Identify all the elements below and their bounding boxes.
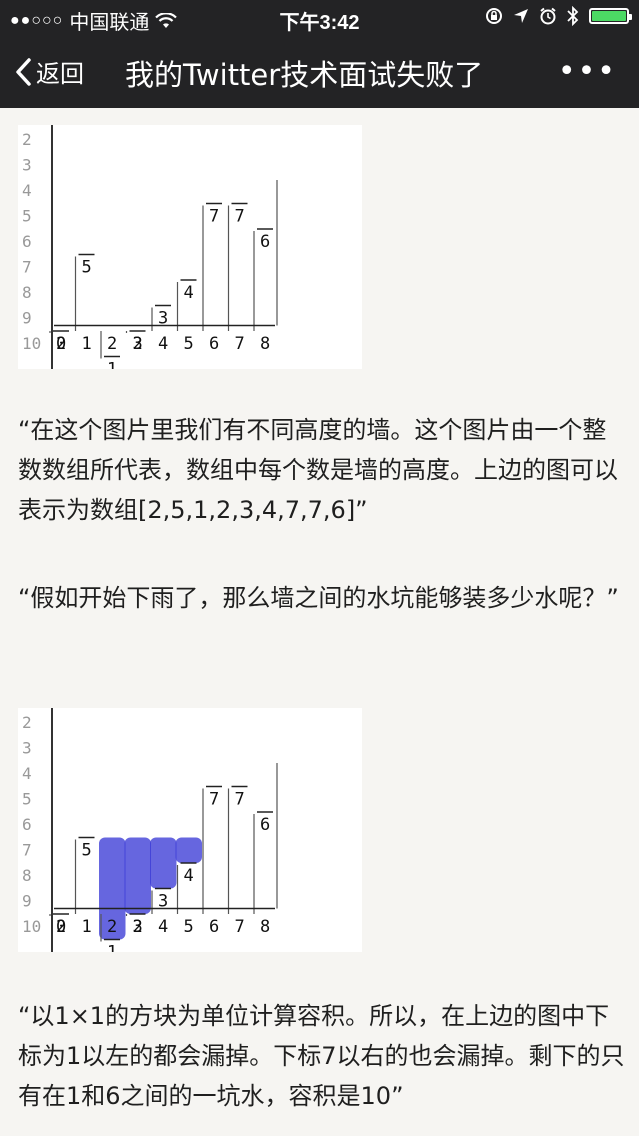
wall-value-label: 4 xyxy=(184,283,194,303)
y-tick-label: 8 xyxy=(22,866,32,885)
wall-value-label: 2 xyxy=(133,334,143,354)
y-tick-label: 9 xyxy=(22,892,32,911)
carrier-label: 中国联通 xyxy=(69,12,150,34)
x-tick-label: 2 xyxy=(107,334,117,354)
x-tick-label: 8 xyxy=(260,917,270,937)
x-tick-label: 6 xyxy=(209,917,219,937)
more-options-icon[interactable]: ••• xyxy=(557,54,617,89)
x-tick-label: 5 xyxy=(184,334,194,354)
location-icon xyxy=(514,9,528,23)
x-tick-label: 3 xyxy=(133,334,143,354)
wall-value-label: 7 xyxy=(235,207,245,227)
wall-value-label: 5 xyxy=(82,258,92,278)
wall-value-label: 7 xyxy=(235,790,245,810)
back-button[interactable]: 返回 xyxy=(14,54,84,89)
x-tick-label: 7 xyxy=(235,334,245,354)
orientation-lock-icon xyxy=(486,8,502,24)
paragraph-3: “以1×1的方块为单位计算容积。所以，在上边的图中下标为1以左的都会漏掉。下标7… xyxy=(18,1002,625,1110)
y-tick-label: 2 xyxy=(22,713,32,732)
status-bar: ●●○○○ 中国联通 下午3:42 xyxy=(0,0,639,36)
wall-heights-figure: 2345678910251234776012345678 xyxy=(18,125,362,369)
y-tick-label: 6 xyxy=(22,815,32,834)
back-label: 返回 xyxy=(36,60,84,88)
y-tick-label: 10 xyxy=(22,334,41,353)
y-tick-label: 7 xyxy=(22,258,32,277)
y-tick-label: 8 xyxy=(22,283,32,302)
wall-heights-chart: 2345678910251234776012345678 xyxy=(22,125,278,370)
water-block xyxy=(124,837,151,914)
y-tick-label: 2 xyxy=(22,130,32,149)
water-block xyxy=(175,837,202,863)
wall-value-label: 7 xyxy=(209,790,219,810)
y-tick-label: 4 xyxy=(22,764,32,783)
wifi-icon xyxy=(155,12,178,28)
wall-value-label: 6 xyxy=(260,815,270,835)
wall-value-label: 7 xyxy=(209,207,219,227)
wall-value-label: 5 xyxy=(82,841,92,861)
bluetooth-icon xyxy=(567,6,579,26)
x-tick-label: 6 xyxy=(209,334,219,354)
status-time: 下午3:42 xyxy=(279,12,360,34)
wall-value-label: 3 xyxy=(158,892,168,912)
y-tick-label: 10 xyxy=(22,917,41,936)
x-tick-label: 0 xyxy=(56,917,66,937)
y-tick-label: 5 xyxy=(22,790,32,809)
y-tick-label: 3 xyxy=(22,739,32,758)
wall-value-label: 4 xyxy=(184,866,194,886)
wall-value-label: 1 xyxy=(107,943,117,953)
water-block xyxy=(150,837,177,889)
paragraph-1: “在这个图片里我们有不同高度的墙。这个图片由一个整数数组所代表，数组中每个数是墙… xyxy=(18,416,618,524)
x-tick-label: 0 xyxy=(56,334,66,354)
x-tick-label: 1 xyxy=(82,917,92,937)
y-tick-label: 4 xyxy=(22,181,32,200)
water-block xyxy=(99,837,126,940)
y-tick-label: 9 xyxy=(22,309,32,328)
water-volume-chart: 2345678910251234776012345678 xyxy=(22,708,278,953)
wall-value-label: 2 xyxy=(133,917,143,937)
y-tick-label: 3 xyxy=(22,156,32,175)
x-tick-label: 8 xyxy=(260,334,270,354)
wall-value-label: 3 xyxy=(158,309,168,329)
nav-bar: 返回 我的Twitter技术面试失败了 ••• xyxy=(0,36,639,108)
wall-value-label: 6 xyxy=(260,232,270,252)
x-tick-label: 4 xyxy=(158,917,168,937)
y-tick-label: 6 xyxy=(22,232,32,251)
x-tick-label: 5 xyxy=(184,917,194,937)
wall-value-label: 2 xyxy=(56,334,66,354)
x-tick-label: 1 xyxy=(82,334,92,354)
x-tick-label: 3 xyxy=(133,917,143,937)
paragraph-2: “假如开始下雨了，那么墙之间的水坑能够装多少水呢？” xyxy=(18,584,619,612)
y-tick-label: 7 xyxy=(22,841,32,860)
wall-value-label: 1 xyxy=(107,360,117,370)
x-tick-label: 7 xyxy=(235,917,245,937)
x-tick-label: 2 xyxy=(107,917,117,937)
chevron-left-icon xyxy=(16,57,31,86)
page-title: 我的Twitter技术面试失败了 xyxy=(125,58,484,92)
signal-strength-icon: ●●○○○ xyxy=(10,11,64,29)
water-volume-figure: 2345678910251234776012345678 xyxy=(18,708,362,952)
alarm-icon xyxy=(540,7,556,25)
x-tick-label: 4 xyxy=(158,334,168,354)
y-tick-label: 5 xyxy=(22,207,32,226)
battery-icon xyxy=(589,8,632,24)
wall-value-label: 2 xyxy=(56,917,66,937)
